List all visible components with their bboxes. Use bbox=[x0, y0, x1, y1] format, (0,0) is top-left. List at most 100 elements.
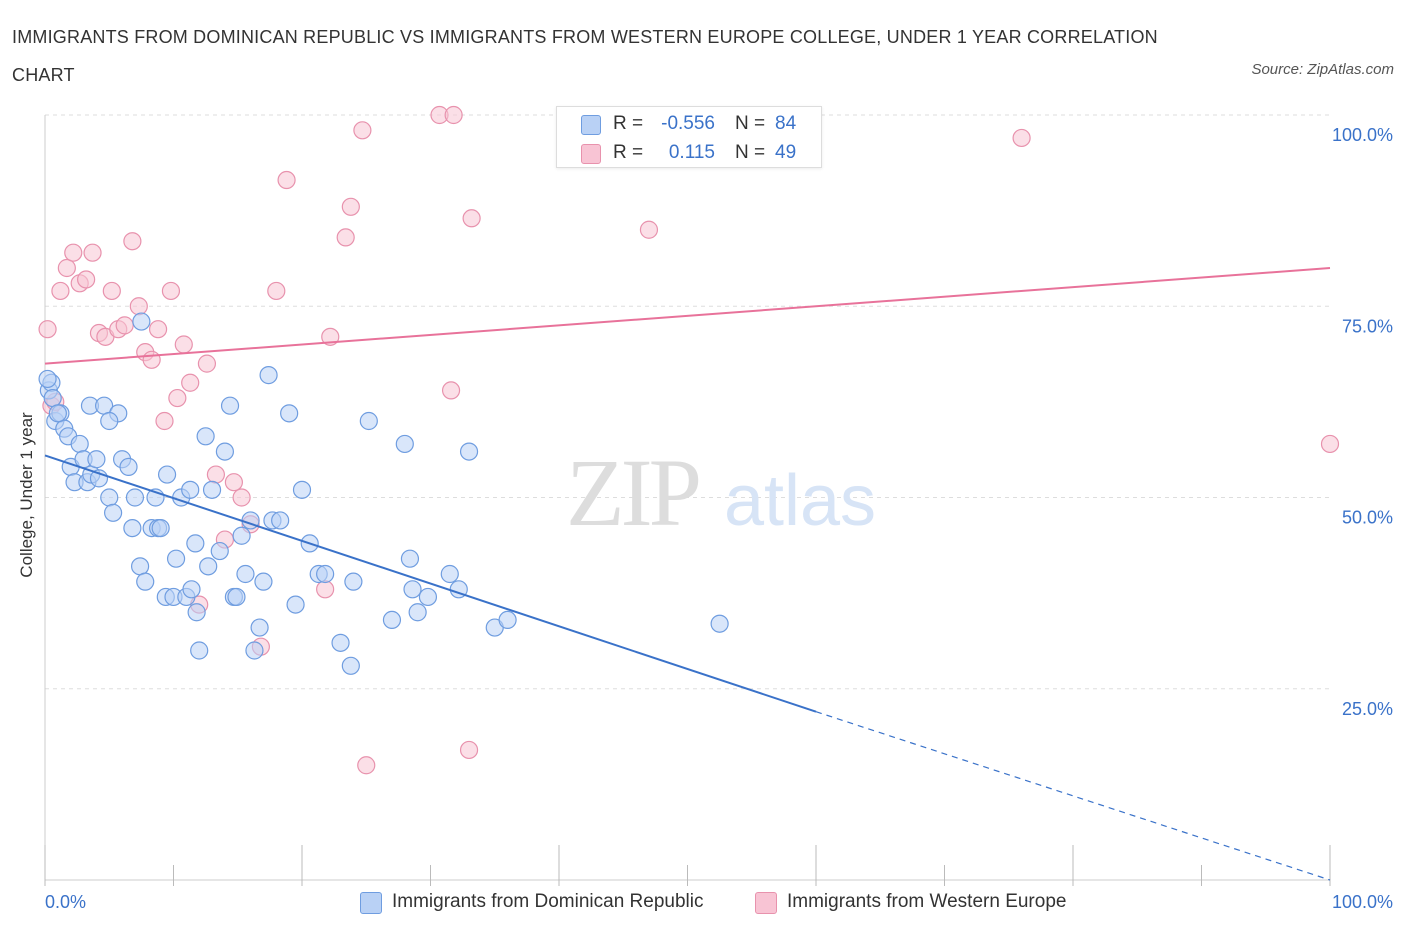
data-point bbox=[341, 656, 360, 675]
data-point bbox=[136, 572, 155, 591]
data-point bbox=[341, 197, 360, 216]
blue-swatch bbox=[581, 115, 601, 135]
data-point bbox=[115, 316, 134, 335]
data-point bbox=[215, 442, 234, 461]
data-point bbox=[206, 465, 226, 484]
data-point bbox=[104, 503, 123, 522]
trend-line-blue bbox=[44, 454, 817, 713]
legend-item-western-europe: Immigrants from Western Europe bbox=[755, 888, 1095, 916]
data-point bbox=[100, 488, 119, 507]
data-point bbox=[155, 411, 174, 431]
data-point bbox=[316, 564, 335, 584]
data-point bbox=[186, 534, 205, 553]
legend-item-dominican: Immigrants from Dominican Republic bbox=[360, 888, 740, 916]
data-point bbox=[220, 396, 240, 415]
source-label: Source: ZipAtlas.com bbox=[1251, 61, 1394, 78]
data-point bbox=[245, 641, 264, 660]
data-point bbox=[1320, 434, 1340, 454]
data-point bbox=[639, 220, 659, 239]
legend-n-value: 49 bbox=[775, 142, 797, 163]
y-axis-label: College, Under 1 year bbox=[17, 412, 36, 578]
watermark: ZIP atlas bbox=[566, 439, 876, 546]
data-point bbox=[408, 603, 427, 622]
data-point bbox=[277, 170, 296, 190]
blue-series-points bbox=[38, 312, 729, 675]
legend-n-label: N = bbox=[735, 113, 766, 134]
data-point bbox=[51, 281, 70, 301]
data-point bbox=[132, 312, 151, 331]
data-point bbox=[280, 404, 299, 423]
data-point bbox=[254, 572, 273, 591]
data-point bbox=[236, 564, 255, 584]
data-point bbox=[344, 572, 363, 591]
legend-n-value: 84 bbox=[775, 113, 797, 134]
tick-labels: 25.0% 50.0% 75.0% 100.0% 0.0% 100.0% bbox=[45, 125, 1393, 912]
data-point bbox=[187, 603, 206, 622]
data-point bbox=[123, 232, 142, 251]
data-point bbox=[196, 427, 215, 446]
data-point bbox=[123, 518, 142, 538]
data-point bbox=[199, 557, 218, 576]
data-point bbox=[38, 369, 57, 389]
data-point bbox=[459, 740, 479, 760]
data-point bbox=[148, 320, 168, 339]
data-point bbox=[382, 610, 402, 630]
x-tick-label: 0.0% bbox=[45, 892, 86, 912]
legend-r-label: R = bbox=[613, 142, 644, 163]
data-point bbox=[166, 549, 186, 568]
y-tick-label: 25.0% bbox=[1342, 699, 1393, 719]
data-point bbox=[400, 549, 420, 568]
data-point bbox=[168, 388, 187, 408]
data-point bbox=[157, 465, 177, 484]
pink-swatch bbox=[581, 144, 601, 164]
data-point bbox=[202, 480, 222, 499]
data-point bbox=[336, 228, 355, 247]
data-point bbox=[197, 354, 217, 373]
data-point bbox=[459, 442, 479, 461]
data-point bbox=[357, 756, 376, 775]
watermark-zip: ZIP bbox=[566, 439, 699, 546]
blue-swatch bbox=[360, 892, 382, 914]
legend-r-label: R = bbox=[613, 113, 644, 134]
data-point bbox=[441, 381, 461, 400]
trend-line-blue-extension bbox=[815, 711, 1331, 881]
legend-label-dominican: Immigrants from Dominican Republic bbox=[392, 891, 704, 912]
data-point bbox=[227, 587, 246, 607]
data-point bbox=[48, 404, 67, 423]
data-point bbox=[359, 411, 378, 431]
pink-swatch bbox=[755, 892, 777, 914]
data-point bbox=[70, 434, 89, 454]
data-point bbox=[250, 618, 269, 637]
legend-r-value: -0.556 bbox=[661, 113, 715, 134]
data-point bbox=[57, 258, 76, 278]
data-point bbox=[182, 580, 201, 599]
data-point bbox=[232, 488, 251, 507]
data-point bbox=[710, 614, 729, 633]
legend-r-value: 0.115 bbox=[668, 142, 715, 163]
data-point bbox=[151, 518, 170, 538]
y-tick-label: 100.0% bbox=[1332, 125, 1393, 145]
data-point bbox=[77, 270, 96, 289]
data-point bbox=[181, 480, 200, 499]
legend-label-western-europe: Immigrants from Western Europe bbox=[787, 891, 1067, 912]
trend-line-pink bbox=[44, 267, 1331, 365]
data-point bbox=[102, 281, 121, 301]
data-point bbox=[440, 564, 459, 584]
data-point bbox=[395, 434, 414, 454]
axes bbox=[44, 115, 1331, 886]
data-point bbox=[129, 297, 148, 316]
data-point bbox=[259, 366, 278, 385]
y-tick-label: 50.0% bbox=[1342, 508, 1393, 528]
chart-title: IMMIGRANTS FROM DOMINICAN REPUBLIC VS IM… bbox=[12, 27, 1158, 85]
data-point bbox=[462, 209, 481, 228]
data-point bbox=[142, 350, 161, 369]
data-point bbox=[210, 541, 229, 561]
data-point bbox=[100, 411, 119, 431]
data-point bbox=[444, 105, 463, 125]
data-point bbox=[190, 641, 209, 660]
data-point bbox=[403, 580, 422, 599]
data-point bbox=[174, 335, 193, 354]
data-point bbox=[498, 610, 517, 630]
data-point bbox=[418, 587, 438, 607]
